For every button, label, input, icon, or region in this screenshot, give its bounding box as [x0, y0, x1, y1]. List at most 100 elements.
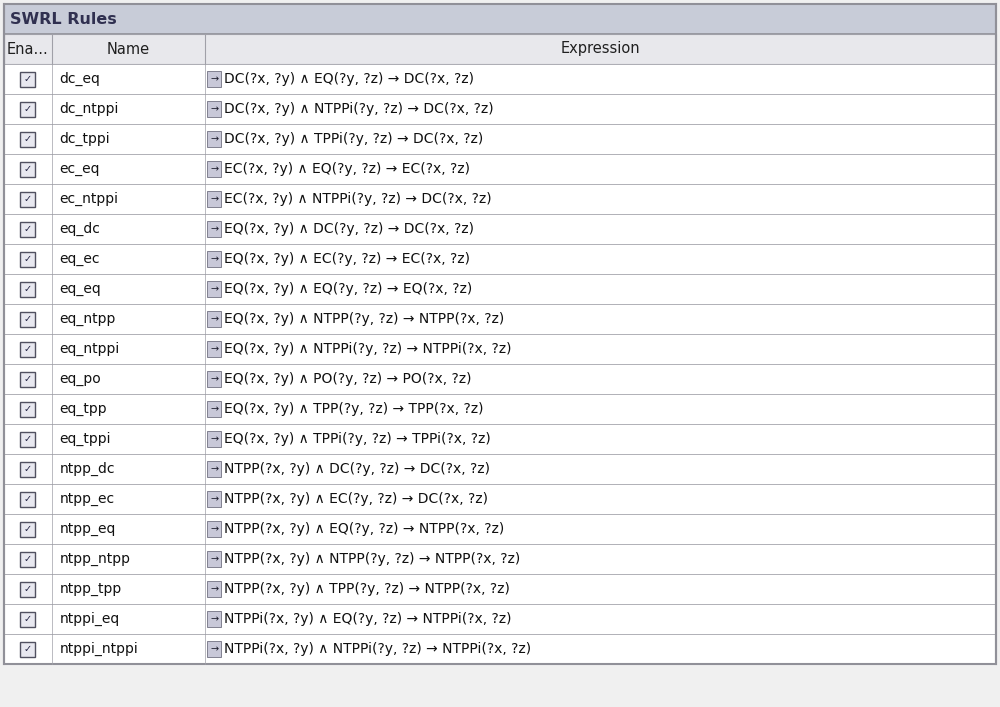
- Bar: [207, 71, 221, 87]
- Bar: [20, 341, 35, 356]
- Bar: [4, 4, 996, 34]
- Text: →: →: [210, 494, 218, 504]
- Text: NTPP(?x, ?y) ∧ EQ(?y, ?z) → NTPP(?x, ?z): NTPP(?x, ?y) ∧ EQ(?y, ?z) → NTPP(?x, ?z): [224, 522, 505, 536]
- Bar: [4, 214, 996, 244]
- Text: ✓: ✓: [24, 644, 32, 654]
- Bar: [4, 424, 996, 454]
- Text: EC(?x, ?y) ∧ NTPPi(?y, ?z) → DC(?x, ?z): EC(?x, ?y) ∧ NTPPi(?y, ?z) → DC(?x, ?z): [224, 192, 492, 206]
- Bar: [20, 431, 35, 447]
- Text: ntpp_eq: ntpp_eq: [60, 522, 116, 536]
- Bar: [20, 192, 35, 206]
- Text: eq_eq: eq_eq: [60, 282, 101, 296]
- Text: EQ(?x, ?y) ∧ EQ(?y, ?z) → EQ(?x, ?z): EQ(?x, ?y) ∧ EQ(?y, ?z) → EQ(?x, ?z): [224, 282, 473, 296]
- Bar: [4, 604, 996, 634]
- Bar: [4, 574, 996, 604]
- Text: eq_ntppi: eq_ntppi: [60, 342, 120, 356]
- Bar: [207, 131, 221, 147]
- Bar: [207, 551, 221, 567]
- Text: ✓: ✓: [24, 344, 32, 354]
- Text: eq_tppi: eq_tppi: [60, 432, 111, 446]
- Text: ✓: ✓: [24, 494, 32, 504]
- Bar: [207, 580, 221, 597]
- Bar: [4, 64, 996, 94]
- Text: →: →: [210, 464, 218, 474]
- Text: ✓: ✓: [24, 254, 32, 264]
- Text: ✓: ✓: [24, 614, 32, 624]
- Bar: [4, 634, 996, 664]
- Bar: [4, 34, 996, 64]
- Text: →: →: [210, 74, 218, 84]
- Text: ntpp_ntpp: ntpp_ntpp: [60, 552, 131, 566]
- Bar: [20, 312, 35, 327]
- Text: EQ(?x, ?y) ∧ EC(?y, ?z) → EC(?x, ?z): EQ(?x, ?y) ∧ EC(?y, ?z) → EC(?x, ?z): [224, 252, 470, 266]
- Bar: [207, 101, 221, 117]
- Bar: [20, 641, 35, 657]
- Text: ✓: ✓: [24, 374, 32, 384]
- Text: NTPPi(?x, ?y) ∧ NTPPi(?y, ?z) → NTPPi(?x, ?z): NTPPi(?x, ?y) ∧ NTPPi(?y, ?z) → NTPPi(?x…: [224, 642, 532, 656]
- Text: ntpp_ec: ntpp_ec: [60, 492, 115, 506]
- Text: EQ(?x, ?y) ∧ TPPi(?y, ?z) → TPPi(?x, ?z): EQ(?x, ?y) ∧ TPPi(?y, ?z) → TPPi(?x, ?z): [224, 432, 491, 446]
- Text: →: →: [210, 194, 218, 204]
- Bar: [20, 102, 35, 117]
- Text: →: →: [210, 524, 218, 534]
- Text: ntppi_eq: ntppi_eq: [60, 612, 120, 626]
- Text: →: →: [210, 644, 218, 654]
- Bar: [20, 132, 35, 146]
- Bar: [207, 401, 221, 417]
- Bar: [20, 252, 35, 267]
- Bar: [4, 454, 996, 484]
- Text: EQ(?x, ?y) ∧ DC(?y, ?z) → DC(?x, ?z): EQ(?x, ?y) ∧ DC(?y, ?z) → DC(?x, ?z): [224, 222, 474, 236]
- Bar: [4, 394, 996, 424]
- Bar: [20, 402, 35, 416]
- Text: EQ(?x, ?y) ∧ NTPPi(?y, ?z) → NTPPi(?x, ?z): EQ(?x, ?y) ∧ NTPPi(?y, ?z) → NTPPi(?x, ?…: [224, 342, 512, 356]
- Bar: [207, 641, 221, 658]
- Text: ntpp_dc: ntpp_dc: [60, 462, 115, 476]
- Text: EQ(?x, ?y) ∧ TPP(?y, ?z) → TPP(?x, ?z): EQ(?x, ?y) ∧ TPP(?y, ?z) → TPP(?x, ?z): [224, 402, 484, 416]
- Bar: [20, 581, 35, 597]
- Text: ✓: ✓: [24, 104, 32, 114]
- Bar: [20, 71, 35, 86]
- Text: NTPP(?x, ?y) ∧ NTPP(?y, ?z) → NTPP(?x, ?z): NTPP(?x, ?y) ∧ NTPP(?y, ?z) → NTPP(?x, ?…: [224, 552, 521, 566]
- Bar: [20, 371, 35, 387]
- Bar: [4, 94, 996, 124]
- Text: NTPPi(?x, ?y) ∧ EQ(?y, ?z) → NTPPi(?x, ?z): NTPPi(?x, ?y) ∧ EQ(?y, ?z) → NTPPi(?x, ?…: [224, 612, 512, 626]
- Text: ✓: ✓: [24, 464, 32, 474]
- Text: eq_po: eq_po: [60, 372, 101, 386]
- Text: →: →: [210, 104, 218, 114]
- Bar: [4, 544, 996, 574]
- Text: →: →: [210, 254, 218, 264]
- Bar: [4, 484, 996, 514]
- Text: ec_eq: ec_eq: [60, 162, 100, 176]
- Bar: [4, 364, 996, 394]
- Bar: [4, 514, 996, 544]
- Text: ✓: ✓: [24, 194, 32, 204]
- Text: ✓: ✓: [24, 524, 32, 534]
- Text: Ena...: Ena...: [7, 42, 49, 57]
- Bar: [207, 521, 221, 537]
- Bar: [207, 461, 221, 477]
- Bar: [4, 184, 996, 214]
- Text: ec_ntppi: ec_ntppi: [60, 192, 119, 206]
- Text: →: →: [210, 374, 218, 384]
- Text: EQ(?x, ?y) ∧ PO(?y, ?z) → PO(?x, ?z): EQ(?x, ?y) ∧ PO(?y, ?z) → PO(?x, ?z): [224, 372, 472, 386]
- Bar: [4, 154, 996, 184]
- Bar: [20, 612, 35, 626]
- Text: NTPP(?x, ?y) ∧ EC(?y, ?z) → DC(?x, ?z): NTPP(?x, ?y) ∧ EC(?y, ?z) → DC(?x, ?z): [224, 492, 488, 506]
- Bar: [4, 274, 996, 304]
- Text: →: →: [210, 314, 218, 324]
- Bar: [207, 491, 221, 507]
- Bar: [4, 124, 996, 154]
- Bar: [207, 341, 221, 357]
- Bar: [207, 370, 221, 387]
- Text: →: →: [210, 614, 218, 624]
- Bar: [207, 251, 221, 267]
- Text: EQ(?x, ?y) ∧ NTPP(?y, ?z) → NTPP(?x, ?z): EQ(?x, ?y) ∧ NTPP(?y, ?z) → NTPP(?x, ?z): [224, 312, 505, 326]
- Bar: [207, 191, 221, 207]
- Bar: [20, 522, 35, 537]
- Text: →: →: [210, 284, 218, 294]
- Text: ntpp_tpp: ntpp_tpp: [60, 582, 122, 596]
- Bar: [20, 551, 35, 566]
- Text: DC(?x, ?y) ∧ TPPi(?y, ?z) → DC(?x, ?z): DC(?x, ?y) ∧ TPPi(?y, ?z) → DC(?x, ?z): [224, 132, 484, 146]
- Bar: [20, 161, 35, 177]
- Bar: [207, 311, 221, 327]
